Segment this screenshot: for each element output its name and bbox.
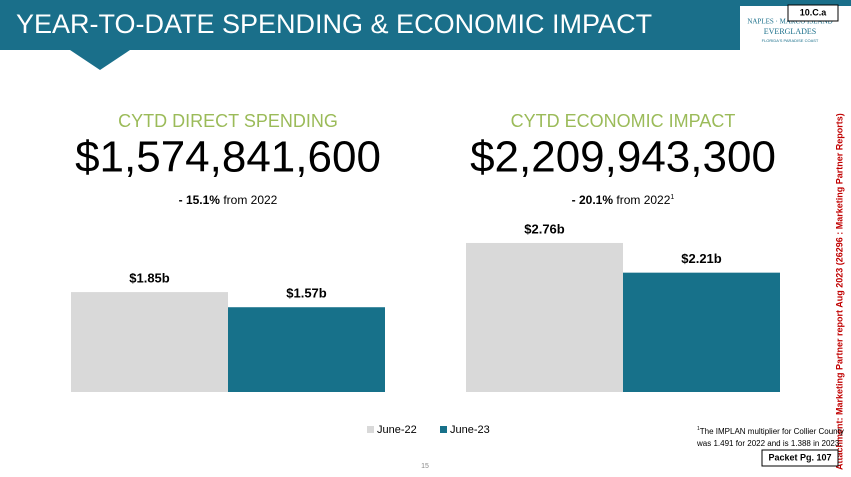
value-label: $2.21b (681, 251, 722, 266)
value-label: $1.85b (129, 271, 170, 286)
legend-swatch (440, 426, 447, 433)
header-bar (0, 0, 851, 50)
headline: $1,574,841,600 (75, 133, 381, 182)
logo-line: FLORIDA'S PARADISE COAST (762, 38, 819, 43)
value-label: $2.76b (524, 221, 565, 236)
change-value: - 15.1% (179, 193, 221, 207)
change: - 20.1% from 20221 (572, 193, 675, 207)
page-number: 15 (421, 463, 429, 470)
slide-title: YEAR-TO-DATE SPENDING & ECONOMIC IMPACT (16, 9, 652, 39)
headline: $2,209,943,300 (470, 133, 776, 182)
chart-title: CYTD DIRECT SPENDING (118, 111, 338, 131)
change: - 15.1% from 2022 (179, 193, 278, 207)
packet: Packet Pg. 107 (768, 452, 831, 462)
change-text: from 2022 (220, 193, 278, 207)
logo-line: NAPLES · MARCO ISLAND (747, 18, 832, 26)
footnote-mark: 1 (697, 426, 700, 432)
footnote-line: The IMPLAN multiplier for Collier County (700, 427, 844, 436)
bar (466, 242, 623, 392)
legend-label: June-22 (377, 424, 417, 436)
legend-swatch (367, 426, 374, 433)
legend-label: June-23 (450, 424, 490, 436)
bar (71, 292, 228, 392)
logo-line: EVERGLADES (764, 27, 816, 36)
change-text: from 2022 (613, 193, 671, 207)
header-notch (70, 50, 130, 70)
badge: 10.C.a (800, 7, 828, 17)
footnote: 1The IMPLAN multiplier for Collier Count… (697, 426, 844, 436)
badge-box (787, 4, 839, 22)
change-value: - 20.1% (572, 193, 614, 207)
change-note: 1 (670, 194, 674, 201)
packet-box (761, 449, 839, 467)
footnote-line: was 1.491 for 2022 and is 1.388 in 2023. (696, 439, 842, 448)
value-label: $1.57b (286, 286, 327, 301)
side-note: Attachment: Marketing Partner report Aug… (834, 113, 844, 470)
chart-title: CYTD ECONOMIC IMPACT (511, 111, 736, 131)
bar (228, 307, 385, 392)
bar (623, 272, 780, 392)
